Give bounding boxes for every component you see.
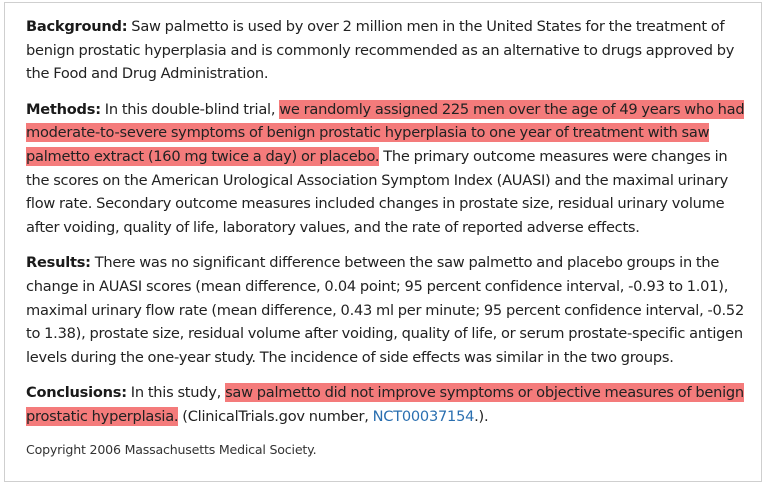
methods-label: Methods:: [26, 100, 101, 118]
conclusions-paragraph: Conclusions: In this study, saw palmetto…: [26, 381, 748, 428]
background-label: Background:: [26, 18, 128, 35]
conclusions-label: Conclusions:: [26, 384, 127, 402]
results-text: There was no significant difference betw…: [26, 254, 744, 366]
conclusions-text-before: In this study,: [126, 384, 226, 402]
conclusions-text-mid: (ClinicalTrials.gov number,: [178, 407, 373, 425]
results-paragraph: Results: There was no significant differ…: [26, 251, 748, 369]
methods-text-after: The primary outcome measures were change…: [26, 147, 729, 236]
background-paragraph: Background: Saw palmetto is used by over…: [26, 15, 748, 86]
clinicaltrials-link[interactable]: NCT00037154: [372, 407, 475, 425]
abstract-panel: Background: Saw palmetto is used by over…: [4, 2, 762, 482]
methods-text-before: In this double-blind trial,: [100, 100, 280, 118]
conclusions-text-after: .).: [474, 407, 489, 425]
abstract-content: Background: Saw palmetto is used by over…: [26, 15, 748, 459]
results-label: Results:: [26, 254, 91, 272]
copyright-notice: Copyright 2006 Massachusetts Medical Soc…: [26, 441, 317, 457]
background-text: Saw palmetto is used by over 2 million m…: [26, 18, 735, 83]
methods-paragraph: Methods: In this double-blind trial, we …: [26, 98, 748, 240]
